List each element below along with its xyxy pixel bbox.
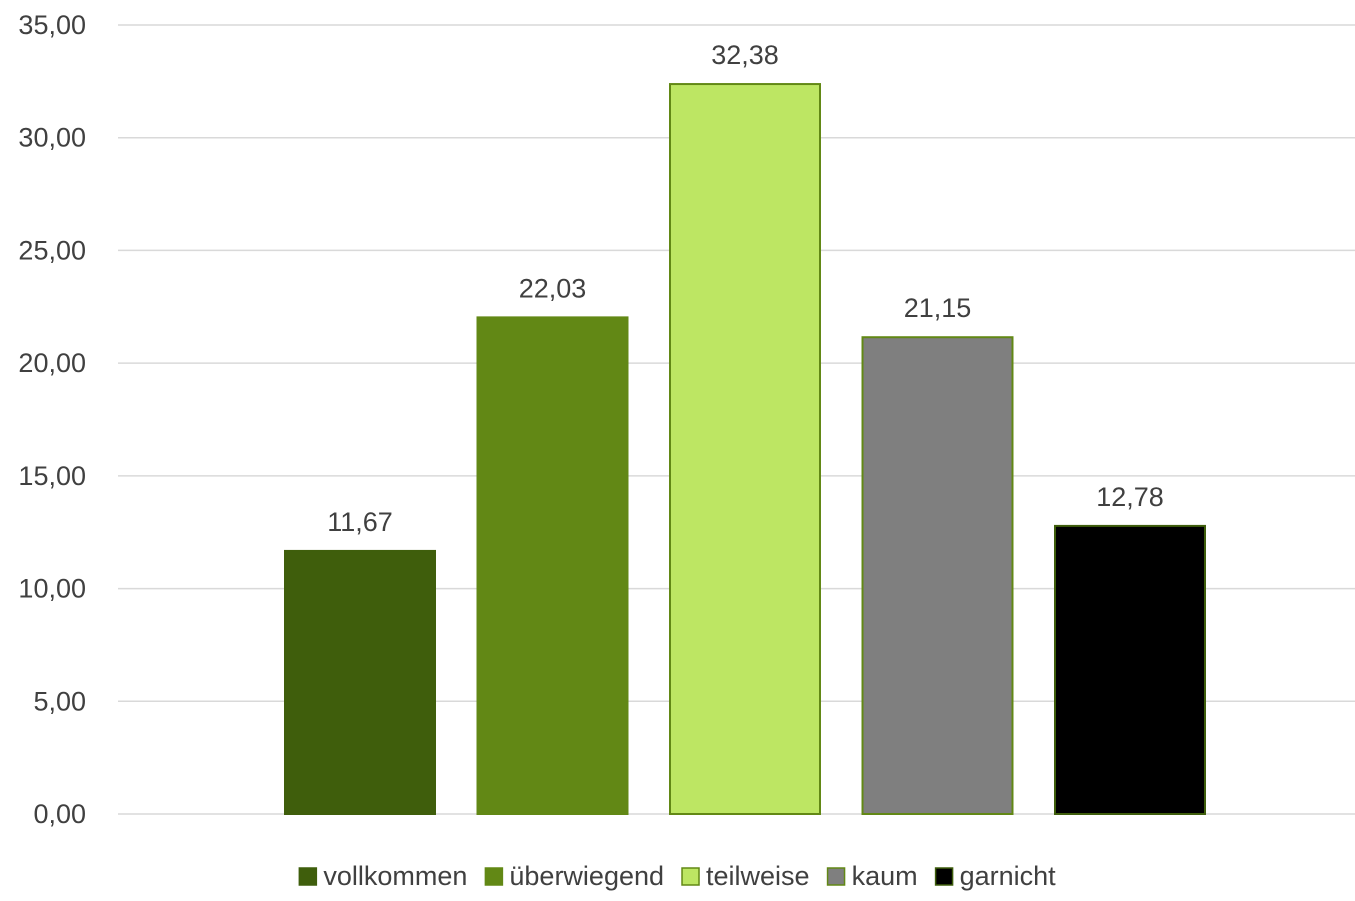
legend-label: vollkommen: [323, 861, 467, 891]
data-label: 12,78: [1096, 482, 1164, 512]
legend-label: garnicht: [960, 861, 1057, 891]
y-tick-label: 0,00: [33, 799, 86, 829]
legend-label: teilweise: [706, 861, 810, 891]
legend-item: kaum: [826, 861, 918, 891]
legend-item: garnicht: [934, 861, 1057, 891]
legend-item: überwiegend: [484, 861, 664, 891]
y-axis-tick-labels: 0,00 5,00 10,00 15,00 20,00 25,00 30,00 35,00: [18, 10, 86, 829]
legend-marker: [934, 867, 954, 886]
bar-überwiegend: [476, 316, 629, 815]
y-tick-label: 30,00: [18, 123, 86, 153]
y-tick-label: 35,00: [18, 10, 86, 40]
data-label: 11,67: [327, 507, 393, 537]
y-tick-label: 10,00: [18, 574, 86, 604]
data-label: 22,03: [519, 273, 587, 303]
y-tick-label: 15,00: [18, 461, 86, 491]
legend-marker: [826, 867, 846, 886]
legend-item: vollkommen: [298, 861, 467, 891]
y-tick-label: 20,00: [18, 348, 86, 378]
bars: [284, 83, 1206, 816]
bar-teilweise: [669, 83, 821, 816]
y-tick-label: 5,00: [33, 686, 86, 716]
bar-kaum: [861, 336, 1014, 815]
data-label: 21,15: [904, 293, 972, 323]
bar-garnicht: [1054, 524, 1206, 815]
legend-item: teilweise: [681, 861, 810, 891]
legend-label: überwiegend: [509, 861, 664, 891]
bar-vollkommen: [284, 549, 436, 815]
legend-label: kaum: [852, 861, 918, 891]
legend-marker: [484, 867, 504, 886]
data-labels: 11,67 22,03 32,38 21,15 12,78: [327, 40, 1164, 537]
legend-marker: [298, 867, 318, 886]
data-label: 32,38: [711, 40, 779, 70]
y-tick-label: 25,00: [18, 235, 86, 265]
legend-marker: [681, 867, 700, 886]
legend: vollkommen überwiegend teilweise kaum garnic…: [298, 861, 1057, 891]
